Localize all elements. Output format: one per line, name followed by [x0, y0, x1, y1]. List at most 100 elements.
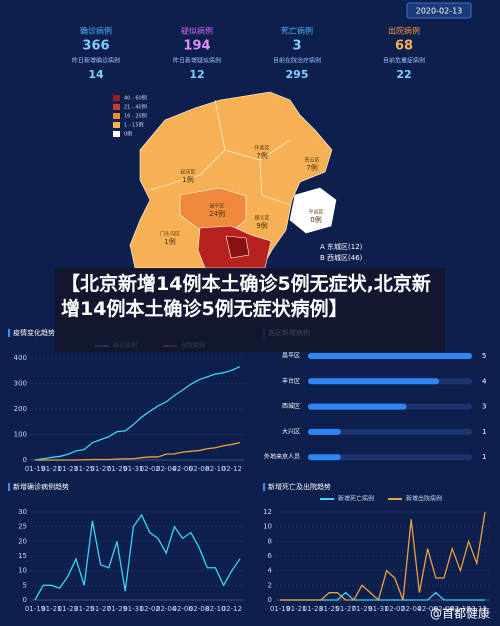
x-tick-label: 01-27 [90, 465, 110, 473]
charts: 疫情变化趋势010020030040001-1901-2101-2301-250… [8, 328, 489, 613]
district-count: 24例 [209, 209, 225, 218]
x-tick-label: 01-31 [123, 605, 143, 613]
x-tick-label: 01-21 [41, 605, 61, 613]
x-tick-label: 01-19 [25, 465, 45, 473]
district-name: 顺义区 [254, 216, 269, 222]
y-tick-label: 12 [263, 508, 272, 516]
x-tick-label: 01-31 [368, 605, 388, 613]
value-label: 3 [482, 403, 486, 411]
x-tick-label: 01-25 [74, 465, 94, 473]
district-count: 1例 [164, 237, 175, 246]
value-label: 5 [482, 352, 486, 360]
bar [308, 353, 472, 359]
category-label: 丰台区 [282, 377, 300, 385]
y-tick-label: 30 [18, 508, 27, 516]
district-name: 密云区 [304, 157, 319, 164]
legend-label: 40 - 60例 [124, 95, 147, 102]
x-tick-label: 01-23 [303, 605, 323, 613]
stat-sub-label: 目前在院治疗病例 [273, 57, 321, 65]
x-tick-label: 01-21 [286, 605, 306, 613]
y-tick-label: 300 [14, 380, 27, 388]
stat-value: 194 [183, 39, 210, 54]
stat-sub-label: 昨日新增确诊病例 [72, 57, 120, 65]
district-list-item: A 东城区(12) [320, 242, 363, 251]
stat-label: 确诊病例 [80, 26, 112, 36]
x-tick-label: 02-02 [385, 605, 405, 613]
bar [308, 428, 341, 435]
stats: 确诊病例 366 昨日新增确诊病例 14 疑似病例 194 昨日新增疑似病例 12 死亡病例 3 目… [72, 26, 425, 82]
district-name: 平谷区 [308, 209, 323, 216]
series-line [35, 442, 241, 461]
district-name: 昌平区 [209, 204, 224, 210]
y-tick-label: 2 [268, 581, 272, 589]
x-tick-label: 02-08 [189, 465, 209, 473]
stat-label: 出院病例 [388, 26, 420, 36]
x-tick-label: 01-23 [58, 605, 78, 613]
district-list: A 东城区(12) B 西城区(46) [320, 242, 363, 262]
x-tick-label: 01-27 [90, 605, 110, 613]
x-tick-label: 01-19 [25, 605, 45, 613]
legend-swatch [113, 131, 120, 137]
date: 2020-02-13 [416, 7, 463, 16]
value-label: 1 [482, 453, 486, 461]
title-icon [8, 483, 10, 491]
x-tick-label: 01-29 [107, 605, 127, 613]
x-tick-label: 01-19 [270, 605, 290, 613]
x-tick-label: 01-29 [352, 605, 372, 613]
legend-label: 16 - 20例 [124, 113, 147, 120]
x-tick-label: 02-12 [467, 605, 487, 613]
legend-label: 21 - 40例 [124, 104, 147, 111]
stat-sub-value: 295 [286, 68, 309, 81]
chart-title: 新增确诊病例趋势 [13, 482, 69, 491]
y-tick-label: 8 [268, 537, 272, 545]
stat-sub-label: 目前危重症病例 [383, 57, 425, 65]
x-tick-label: 02-08 [434, 605, 454, 613]
stat-sub-value: 22 [396, 68, 411, 81]
chart-title: 新增死亡及出院趋势 [268, 482, 331, 491]
bar-track [308, 428, 472, 435]
stat-value: 68 [395, 39, 413, 54]
stat-label: 死亡病例 [281, 26, 313, 36]
y-tick-label: 5 [23, 581, 27, 589]
watermark: @首都健康 [430, 606, 490, 621]
stat-sub-value: 12 [189, 68, 204, 81]
district-name: 怀柔区 [254, 145, 269, 152]
legend-swatch [113, 113, 120, 119]
x-tick-label: 02-10 [205, 465, 225, 473]
x-tick-label: 02-10 [205, 605, 225, 613]
y-tick-label: 10 [18, 567, 27, 575]
district-count: 9例 [256, 221, 267, 230]
x-tick-label: 02-02 [140, 465, 160, 473]
x-tick-label: 01-23 [58, 465, 78, 473]
legend-label: 0例 [124, 131, 132, 138]
legend-label: 1 - 15例 [124, 122, 144, 129]
y-tick-label: 10 [263, 523, 272, 531]
district-list-item: B 西城区(46) [320, 254, 363, 262]
category-label: 西城区 [282, 403, 300, 410]
bar [308, 454, 341, 461]
map [129, 91, 337, 269]
y-tick-label: 200 [14, 405, 27, 413]
x-tick-label: 01-25 [319, 605, 339, 613]
title-icon [263, 483, 265, 491]
value-label: 4 [482, 377, 487, 385]
x-tick-label: 01-25 [74, 605, 94, 613]
series-line [34, 366, 241, 461]
stat-sub-label: 昨日新增疑似病例 [173, 57, 221, 65]
map-legend: 40 - 60例 21 - 40例 16 - 20例 1 - 15例 0例 [113, 95, 147, 138]
stat-sub-value: 14 [88, 68, 104, 81]
legend-swatch [113, 104, 120, 110]
y-tick-label: 15 [18, 552, 27, 560]
y-tick-label: 0 [268, 596, 272, 604]
x-tick-label: 02-02 [140, 605, 160, 613]
x-tick-label: 02-04 [401, 605, 422, 613]
y-tick-label: 4 [268, 567, 273, 575]
y-tick-label: 20 [18, 537, 27, 545]
legend-label: 新增死亡病例 [338, 495, 374, 503]
y-tick-label: 0 [23, 456, 27, 464]
stat-value: 366 [82, 39, 109, 54]
x-tick-label: 01-21 [41, 465, 61, 473]
